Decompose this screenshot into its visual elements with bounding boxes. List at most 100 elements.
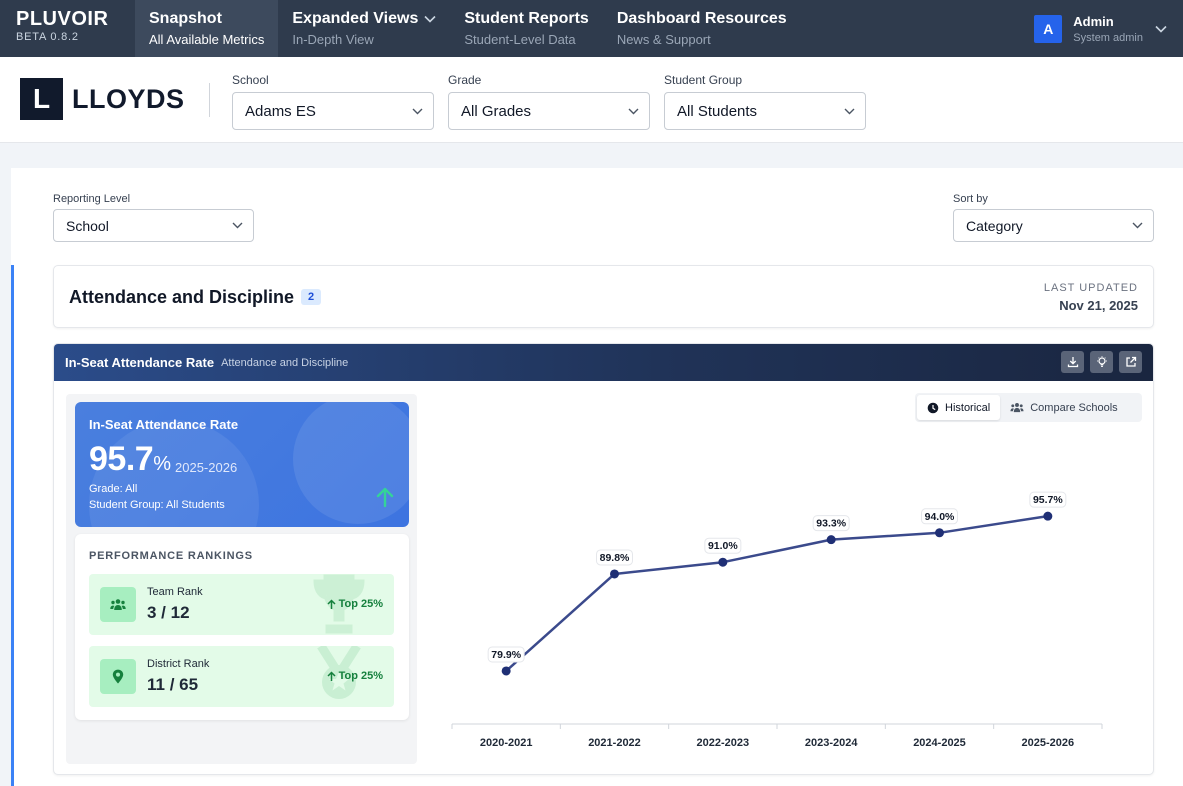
sort-by-control: Sort by Category — [953, 193, 1154, 242]
metric-value-unit: % — [153, 453, 171, 475]
brand[interactable]: PLUVOIR BETA 0.8.2 — [0, 0, 135, 57]
chevron-down-icon — [232, 222, 243, 229]
data-point[interactable] — [610, 569, 619, 579]
school-filter-label: School — [232, 73, 269, 87]
data-label: 89.8% — [596, 549, 633, 566]
data-label-text: 93.3% — [816, 518, 846, 530]
decorative-circle — [293, 402, 409, 524]
metric-card: In-Seat Attendance Rate Attendance and D… — [53, 343, 1154, 775]
nav-expanded-views[interactable]: Expanded Views In-Depth View — [278, 0, 450, 57]
series-line — [505, 514, 1049, 672]
district-rank-value: 11 / 65 — [147, 675, 199, 694]
nav-expanded-views-subtitle: In-Depth View — [292, 32, 374, 47]
arrow-up-icon — [327, 670, 336, 681]
medal-icon — [317, 646, 361, 699]
sort-by-value: Category — [966, 217, 1023, 234]
data-point[interactable] — [826, 535, 836, 545]
reporting-level-value: School — [66, 217, 109, 234]
x-tick-label: 2020-2021 — [480, 737, 533, 749]
x-tick-label: 2025-2026 — [1022, 737, 1075, 749]
sort-by-label: Sort by — [953, 193, 988, 205]
district-rank-badge: Top 25% — [327, 670, 383, 682]
x-tick-label: 2024-2025 — [913, 737, 966, 749]
metric-value: 95.7% — [89, 440, 171, 479]
nav-snapshot[interactable]: Snapshot All Available Metrics — [135, 0, 279, 57]
rankings-header: PERFORMANCE RANKINGS — [89, 550, 253, 562]
data-label: 94.0% — [921, 508, 958, 525]
user-menu[interactable]: A Admin System admin — [1034, 0, 1183, 57]
data-label-text: 94.0% — [925, 511, 955, 523]
metric-year: 2025-2026 — [175, 460, 238, 475]
arrow-up-icon — [376, 487, 394, 508]
metric-actions — [1061, 351, 1142, 373]
category-header[interactable]: Attendance and Discipline 2 LAST UPDATED… — [53, 265, 1154, 328]
data-label: 91.0% — [704, 537, 742, 554]
metric-student-group: Student Group: All Students — [89, 499, 225, 511]
metric-card-title: In-Seat Attendance Rate — [89, 417, 239, 432]
metric-category: Attendance and Discipline — [221, 356, 349, 369]
avatar: A — [1034, 14, 1063, 43]
nav-student-reports-subtitle: Student-Level Data — [464, 32, 576, 47]
team-rank-badge-text: Top 25% — [338, 598, 383, 610]
logo: L LLOYDS — [20, 78, 185, 120]
data-label: 79.9% — [487, 646, 525, 663]
clock-icon — [927, 402, 939, 413]
category-count-badge: 2 — [301, 289, 322, 305]
metric-value-number: 95.7 — [89, 440, 154, 478]
chevron-down-icon — [1132, 222, 1143, 229]
arrow-up-icon — [327, 598, 336, 609]
users-icon — [110, 599, 126, 610]
student-group-filter: Student Group All Students — [664, 73, 866, 130]
district-rank: District Rank 11 / 65 Top 25% — [89, 646, 394, 707]
last-updated: LAST UPDATED Nov 21, 2025 — [1044, 282, 1138, 313]
school-select[interactable]: Adams ES — [232, 92, 434, 130]
performance-rankings: PERFORMANCE RANKINGS Team Rank 3 / 12 To… — [75, 534, 409, 720]
data-label-text: 89.8% — [600, 552, 630, 564]
student-group-select[interactable]: All Students — [664, 92, 866, 130]
map-pin-icon — [112, 669, 124, 684]
team-rank: Team Rank 3 / 12 Top 25% — [89, 574, 394, 635]
metric-grade: Grade: All — [89, 483, 138, 495]
historical-tab-label: Historical — [945, 401, 991, 414]
external-link-icon — [1125, 356, 1136, 367]
chevron-down-icon — [1155, 25, 1167, 33]
data-label-text: 79.9% — [491, 649, 521, 661]
open-external-button[interactable] — [1119, 351, 1142, 373]
chevron-down-icon — [424, 15, 436, 23]
team-rank-value: 3 / 12 — [147, 603, 190, 622]
download-icon — [1067, 357, 1078, 368]
nav-dashboard-resources-subtitle: News & Support — [616, 32, 711, 47]
reporting-level-control: Reporting Level School — [53, 193, 254, 242]
grade-filter: Grade All Grades — [448, 73, 650, 130]
grade-select[interactable]: All Grades — [448, 92, 650, 130]
insight-button[interactable] — [1090, 351, 1113, 373]
data-point[interactable] — [935, 528, 944, 538]
nav-student-reports[interactable]: Student Reports Student-Level Data — [450, 0, 602, 57]
category-title: Attendance and Discipline — [69, 287, 295, 307]
student-group-filter-label: Student Group — [664, 73, 743, 87]
attendance-line-chart: 2020-2021 2021-2022 2022-2023 2023-2024 2024… — [451, 491, 1103, 749]
data-label-text: 95.7% — [1033, 494, 1063, 506]
data-point[interactable] — [718, 557, 728, 567]
compare-schools-tab[interactable]: Compare Schools — [1000, 395, 1127, 420]
brand-name: PLUVOIR — [16, 8, 109, 30]
sort-by-select[interactable]: Category — [953, 209, 1154, 242]
x-tick-label: 2022-2023 — [697, 737, 750, 749]
team-icon-box — [100, 587, 136, 622]
nav-dashboard-resources[interactable]: Dashboard Resources News & Support — [603, 0, 801, 57]
grade-select-value: All Grades — [461, 102, 532, 120]
brand-version: BETA 0.8.2 — [16, 31, 79, 43]
last-updated-date: Nov 21, 2025 — [1059, 298, 1138, 313]
historical-tab[interactable]: Historical — [917, 395, 1001, 420]
school-select-value: Adams ES — [245, 102, 316, 120]
metric-title: In-Seat Attendance Rate — [65, 355, 215, 370]
data-point[interactable] — [1043, 511, 1053, 521]
filter-bar: L LLOYDS School Adams ES Grade All Grade… — [0, 57, 1183, 143]
download-button[interactable] — [1061, 351, 1084, 373]
school-filter: School Adams ES — [232, 73, 434, 130]
reporting-level-select[interactable]: School — [53, 209, 254, 242]
data-point[interactable] — [501, 666, 511, 676]
nav-snapshot-title: Snapshot — [149, 10, 222, 27]
metric-summary-panel: In-Seat Attendance Rate 95.7% 2025-2026 … — [66, 394, 417, 764]
view-toggle: Historical Compare Schools — [915, 393, 1142, 422]
